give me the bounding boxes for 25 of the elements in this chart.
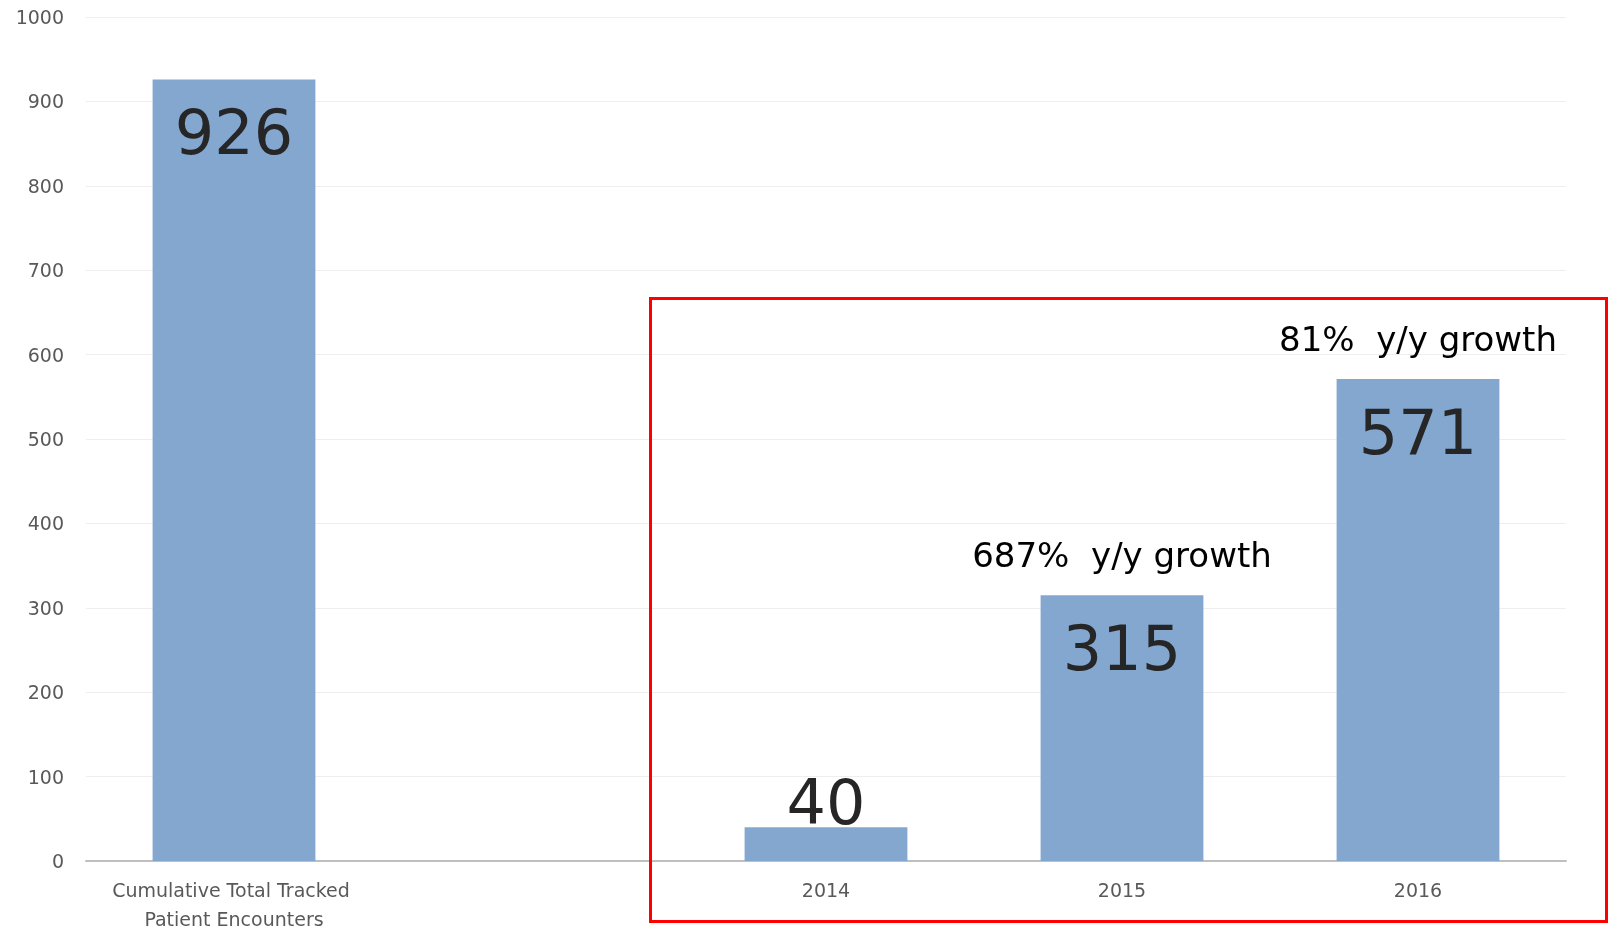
bar [1040,595,1204,861]
data-label: 40 [786,765,866,839]
data-label: 571 [1358,395,1478,469]
bar [1336,379,1500,861]
x-tick-label: Cumulative Total Tracked Patient Encounters [112,878,356,930]
y-tick-label: 100 [27,765,64,788]
x-tick-label: 2015 [1097,878,1147,901]
y-tick-label: 900 [27,90,64,113]
x-tick-label: 2014 [801,878,851,901]
bar [152,79,316,861]
y-tick-label: 300 [27,596,64,619]
x-tick-label: 2016 [1393,878,1443,901]
annotation: 687% y/y growth [972,535,1272,576]
y-tick-label: 0 [51,850,64,872]
annotation: 81% y/y growth [1279,319,1557,360]
data-label: 926 [174,95,294,169]
y-tick-label: 700 [27,259,64,282]
y-tick-label: 1000 [15,6,64,28]
bar [744,827,908,861]
y-tick-label: 800 [27,174,64,197]
data-label: 315 [1062,611,1182,685]
y-tick-label: 600 [27,343,64,366]
y-tick-label: 200 [27,681,64,704]
y-tick-label: 400 [27,512,64,535]
y-tick-label: 500 [27,428,64,450]
